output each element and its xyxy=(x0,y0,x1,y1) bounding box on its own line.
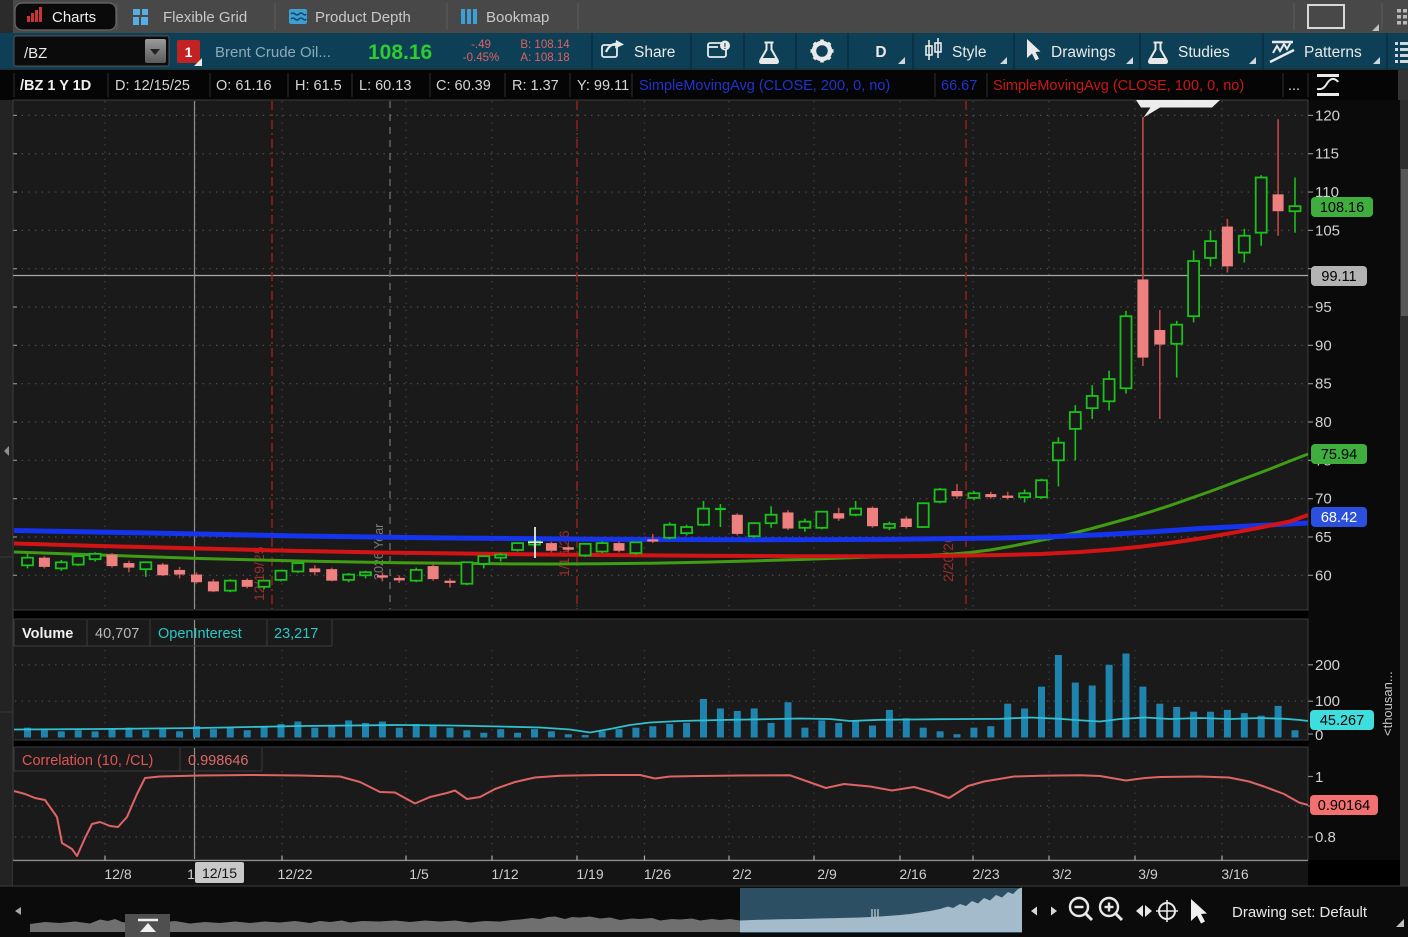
svg-text:1/19: 1/19 xyxy=(576,866,603,882)
svg-text:Share: Share xyxy=(634,44,675,61)
svg-text:23,217: 23,217 xyxy=(274,626,318,642)
svg-text:12/8: 12/8 xyxy=(104,866,131,882)
svg-text:H: 61.5: H: 61.5 xyxy=(295,78,342,94)
svg-text:100: 100 xyxy=(1315,693,1340,710)
svg-text:108.16: 108.16 xyxy=(1320,200,1364,216)
svg-text:12/19/25: 12/19/25 xyxy=(251,546,267,601)
svg-text:D: D xyxy=(875,44,886,61)
svg-text:1/5: 1/5 xyxy=(409,866,429,882)
svg-text:200: 200 xyxy=(1315,657,1340,674)
svg-text:115: 115 xyxy=(1315,146,1339,163)
svg-text:2/23: 2/23 xyxy=(972,866,999,882)
svg-text:3/16: 3/16 xyxy=(1221,866,1248,882)
svg-text:95: 95 xyxy=(1315,299,1332,316)
svg-text:45.267: 45.267 xyxy=(1320,713,1364,729)
svg-text:Flexible Grid: Flexible Grid xyxy=(163,9,247,26)
svg-text:0.90164: 0.90164 xyxy=(1318,798,1370,814)
svg-text:70: 70 xyxy=(1315,491,1332,508)
svg-text:Product Depth: Product Depth xyxy=(315,9,411,26)
svg-text:90: 90 xyxy=(1315,337,1332,354)
svg-text:0: 0 xyxy=(1315,727,1323,744)
svg-text:85: 85 xyxy=(1315,376,1332,393)
svg-text:3/9: 3/9 xyxy=(1138,866,1158,882)
svg-text:1: 1 xyxy=(187,866,195,882)
svg-text:Bookmap: Bookmap xyxy=(486,9,549,26)
svg-text:12/22: 12/22 xyxy=(277,866,312,882)
svg-text:/BZ 1 Y 1D: /BZ 1 Y 1D xyxy=(20,78,91,94)
svg-text:1/26: 1/26 xyxy=(644,866,671,882)
svg-text:/BZ: /BZ xyxy=(24,45,47,62)
svg-text:Patterns: Patterns xyxy=(1304,44,1362,61)
svg-text:2/16: 2/16 xyxy=(899,866,926,882)
svg-text:99.11: 99.11 xyxy=(1321,269,1356,285)
svg-text:80: 80 xyxy=(1315,414,1332,431)
svg-text:108.16: 108.16 xyxy=(368,41,432,64)
svg-text:D: 12/15/25: D: 12/15/25 xyxy=(115,78,190,94)
svg-text:Y: 99.11: Y: 99.11 xyxy=(577,78,629,94)
svg-text:40,707: 40,707 xyxy=(95,626,139,642)
svg-text:0.998646: 0.998646 xyxy=(188,753,248,769)
svg-text:68.42: 68.42 xyxy=(1321,510,1357,526)
svg-text:C: 60.39: C: 60.39 xyxy=(436,78,491,94)
svg-text:<thousan...: <thousan... xyxy=(1380,671,1395,736)
svg-text:R: 1.37: R: 1.37 xyxy=(512,78,559,94)
svg-text:SimpleMovingAvg (CLOSE, 200, 0: SimpleMovingAvg (CLOSE, 200, 0, no) xyxy=(639,78,890,94)
svg-text:Brent Crude Oil...: Brent Crude Oil... xyxy=(215,44,331,61)
svg-text:Drawings: Drawings xyxy=(1051,44,1116,61)
svg-text:105: 105 xyxy=(1315,222,1340,239)
svg-text:1: 1 xyxy=(185,44,193,60)
svg-text:2/2: 2/2 xyxy=(732,866,752,882)
svg-text:-0.45%: -0.45% xyxy=(463,52,499,64)
svg-text:65: 65 xyxy=(1315,529,1332,546)
svg-text:Correlation (10, /CL): Correlation (10, /CL) xyxy=(22,753,153,769)
svg-text:Charts: Charts xyxy=(52,9,96,26)
svg-text:2/20/26: 2/20/26 xyxy=(940,535,956,582)
svg-text:L: 60.13: L: 60.13 xyxy=(359,78,411,94)
svg-text:Style: Style xyxy=(952,44,986,61)
svg-text:75.94: 75.94 xyxy=(1321,447,1357,463)
svg-text:Volume: Volume xyxy=(22,626,73,642)
svg-text:Studies: Studies xyxy=(1178,44,1230,61)
svg-text:2/9: 2/9 xyxy=(817,866,837,882)
svg-text:SimpleMovingAvg (CLOSE, 100, 0: SimpleMovingAvg (CLOSE, 100, 0, no) xyxy=(993,78,1244,94)
svg-text:!: ! xyxy=(724,42,727,51)
svg-text:120: 120 xyxy=(1315,107,1340,124)
svg-text:B: 108.14: B: 108.14 xyxy=(520,39,570,51)
svg-text:O: 61.16: O: 61.16 xyxy=(216,78,272,94)
svg-text:A: 108.18: A: 108.18 xyxy=(520,52,569,64)
svg-text:OpenInterest: OpenInterest xyxy=(158,626,242,642)
svg-text:0.8: 0.8 xyxy=(1315,829,1336,846)
svg-text:1/12: 1/12 xyxy=(491,866,518,882)
svg-text:Drawing set: Default: Drawing set: Default xyxy=(1232,904,1368,921)
svg-text:...: ... xyxy=(1288,78,1300,94)
svg-text:12/15: 12/15 xyxy=(202,865,237,881)
svg-text:3/2: 3/2 xyxy=(1052,866,1072,882)
svg-text:60: 60 xyxy=(1315,567,1332,584)
svg-text:110: 110 xyxy=(1315,184,1339,201)
svg-text:-.49: -.49 xyxy=(471,39,491,51)
svg-text:1: 1 xyxy=(1315,769,1323,786)
svg-text:66.67: 66.67 xyxy=(941,78,977,94)
